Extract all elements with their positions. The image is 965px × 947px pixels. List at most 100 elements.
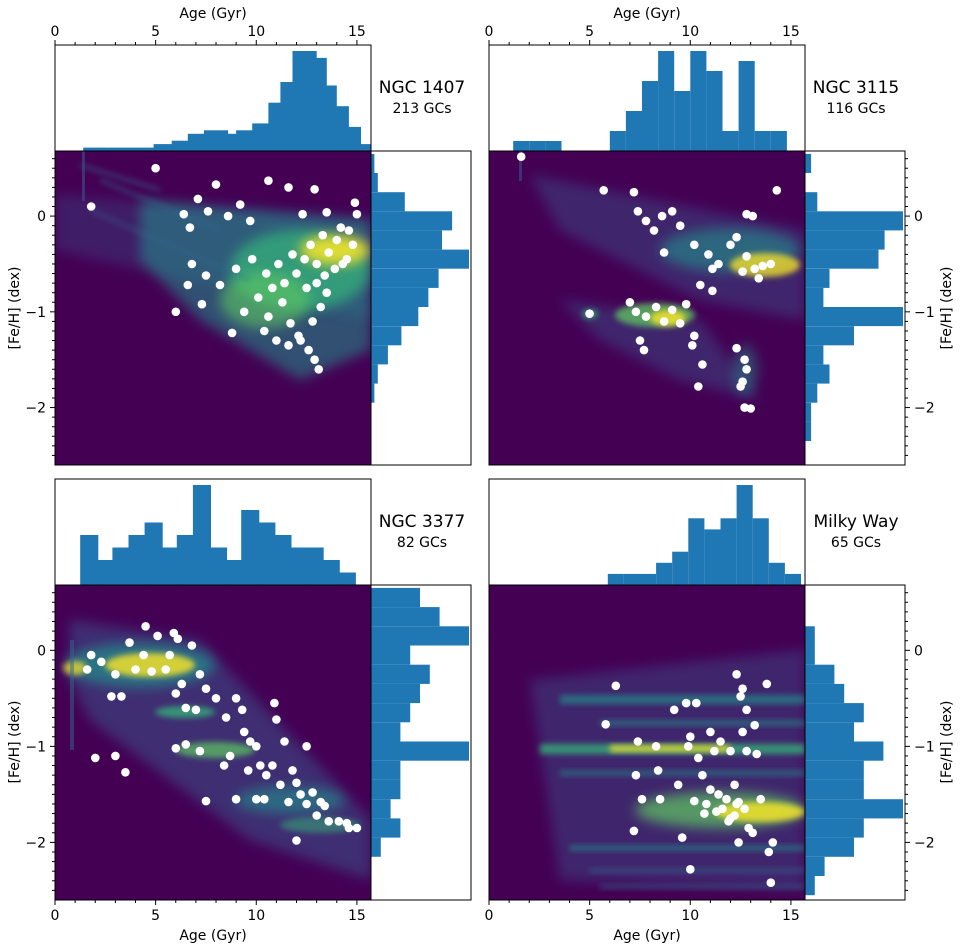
age-histogram-bar: [80, 535, 99, 585]
feh-histogram-bar: [805, 383, 818, 403]
feh-histogram-bar: [805, 421, 812, 441]
age-histogram-bar: [153, 144, 178, 151]
gc-point: [637, 794, 647, 804]
gc-point: [516, 152, 526, 161]
gc-point: [296, 336, 305, 345]
gc-point: [153, 631, 162, 641]
gc-point: [185, 223, 195, 232]
x-tick-label: 0: [51, 24, 60, 40]
panel-ngc-1407: 0 5 10 15 −2−10 NGC 1407 213 GCs Age (Gyr) …: [7, 6, 472, 466]
y-tick-label: −2: [25, 401, 46, 417]
gc-point: [706, 785, 715, 794]
feh-histogram-bar: [371, 607, 440, 627]
age-histogram-bar: [241, 510, 260, 585]
age-histogram-bar: [289, 547, 308, 585]
gc-point: [726, 746, 735, 756]
gc-point: [324, 248, 334, 257]
feh-histogram-bar: [805, 249, 879, 269]
gc-point: [312, 278, 322, 288]
age-histogram-bar: [656, 562, 673, 585]
galaxy-name: NGC 3377: [379, 512, 465, 532]
gc-point: [669, 705, 679, 715]
gc-point: [191, 705, 201, 715]
gc-point: [322, 288, 332, 298]
density-map: [489, 151, 805, 465]
age-histogram-bar: [305, 547, 324, 585]
gc-point: [692, 698, 701, 708]
gc-point: [231, 694, 241, 703]
gc-point: [742, 365, 751, 374]
age-histogram-bar: [672, 551, 689, 585]
gc-point: [740, 355, 749, 365]
feh-histogram-frame: [804, 584, 906, 901]
age-histogram-bar: [128, 535, 147, 585]
age-histogram-bar: [209, 547, 228, 585]
x-axis: 0 5 10 15: [51, 900, 366, 924]
gc-point: [698, 770, 707, 780]
y-tick-label: −2: [914, 401, 935, 417]
gc-point: [195, 670, 205, 679]
gc-point: [722, 794, 731, 804]
feh-histogram-frame: [370, 150, 472, 466]
gc-point: [195, 746, 205, 756]
gc-point: [752, 749, 761, 759]
age-histogram-bar: [609, 131, 626, 151]
gc-point: [690, 331, 699, 341]
gc-point: [352, 823, 362, 833]
gc-point: [225, 751, 235, 761]
feh-histogram-bar: [805, 307, 903, 327]
age-histogram-bar: [738, 61, 755, 151]
gc-point: [181, 740, 191, 749]
age-histogram-bar: [722, 131, 739, 151]
gc-point: [251, 742, 261, 751]
age-histogram-bar: [770, 131, 787, 151]
gc-point: [635, 336, 645, 345]
x-tick-label: 0: [485, 908, 494, 924]
feh-histogram-bar: [371, 703, 411, 723]
feh-histogram-bar: [805, 876, 815, 896]
feh-histogram-bar: [805, 287, 824, 307]
feh-histogram-bar: [371, 645, 411, 665]
feh-histogram-bar: [805, 626, 815, 646]
gc-point: [268, 283, 277, 293]
gc-point: [734, 838, 743, 847]
gc-point: [655, 794, 665, 804]
age-histogram-bar: [768, 562, 785, 585]
age-histogram-bar: [83, 147, 108, 151]
x-tick-label: 10: [681, 24, 699, 40]
gc-point: [639, 345, 649, 355]
gc-point: [649, 226, 659, 235]
feh-histogram-bar: [805, 722, 854, 742]
gc-point: [629, 187, 639, 197]
gc-point: [318, 230, 328, 240]
age-histogram-frame: [488, 44, 806, 152]
gc-point: [201, 271, 211, 280]
feh-histogram-bar: [805, 645, 815, 665]
gc-point: [633, 737, 643, 746]
y-tick-label: −1: [914, 739, 935, 755]
feh-histogram-bar: [805, 664, 835, 684]
feh-histogram-bar: [805, 799, 903, 819]
gc-point: [292, 778, 301, 788]
age-histogram: [83, 51, 371, 151]
feh-histogram-bar: [371, 345, 388, 365]
gc-point: [239, 307, 249, 317]
feh-histogram-bar: [805, 703, 864, 723]
gc-count: 213 GCs: [392, 101, 451, 117]
x-tick-label: 10: [247, 24, 265, 40]
gc-point: [585, 309, 594, 319]
gc-point: [237, 705, 247, 715]
gc-point: [686, 732, 695, 741]
gc-point: [742, 746, 751, 756]
x-axis: 0 5 10 15: [51, 24, 366, 45]
gc-point: [147, 667, 156, 676]
feh-histogram-bar: [371, 249, 469, 269]
x-tick-label: 15: [782, 908, 800, 924]
age-histogram-frame: [54, 478, 372, 586]
gc-point: [262, 770, 271, 780]
feh-histogram-bar: [371, 587, 420, 608]
feh-histogram-bar: [371, 626, 469, 646]
y-tick-label: −1: [914, 305, 935, 321]
gc-point: [641, 216, 651, 226]
